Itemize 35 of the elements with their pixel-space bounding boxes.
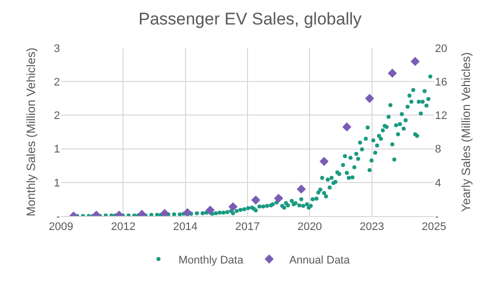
point [251,195,260,205]
x-tick-label: 2025 [422,221,446,234]
point [365,94,374,103]
point [206,206,215,215]
y-tick-label: 1 [54,144,60,156]
x-tick-label: 2014 [173,221,198,234]
y-tick-label: 2 [54,110,60,122]
point [274,194,284,203]
y2-tick-label: - [435,210,439,223]
x-tick-label: 2017 [235,221,260,234]
y-tick-label: - [56,210,60,223]
y2-tick-label: 12 [435,110,448,122]
x-tick-label: 2023 [360,221,384,234]
y2-tick-label: 8 [435,144,442,156]
point [410,56,420,66]
point [182,208,192,216]
legend-label: Monthly Data [178,254,244,266]
y-tick-label: 3 [54,42,60,55]
legend-label: Annual Data [289,254,351,266]
y2-axis-title: Yearly Sales (Million Vehicles) [459,52,474,212]
y-axis-title: Monthly Sales (Million Vehicles) [24,48,38,216]
x-tick-label: 2012 [110,221,136,234]
y2-tick-label: 20 [435,42,448,55]
y2-tick-label: 4 [435,177,442,190]
y-tick-label: 2 [54,76,60,88]
point [296,184,306,194]
chart-title: Passenger EV Sales, globally [138,10,362,29]
point [342,122,352,132]
point [228,202,238,212]
point [388,68,397,78]
y2-tick-label: 16 [435,76,448,88]
x-tick-label: 2020 [297,221,322,234]
y-tick-label: 1 [54,177,60,190]
point [320,156,329,166]
x-tick-label: 2009 [48,221,74,234]
